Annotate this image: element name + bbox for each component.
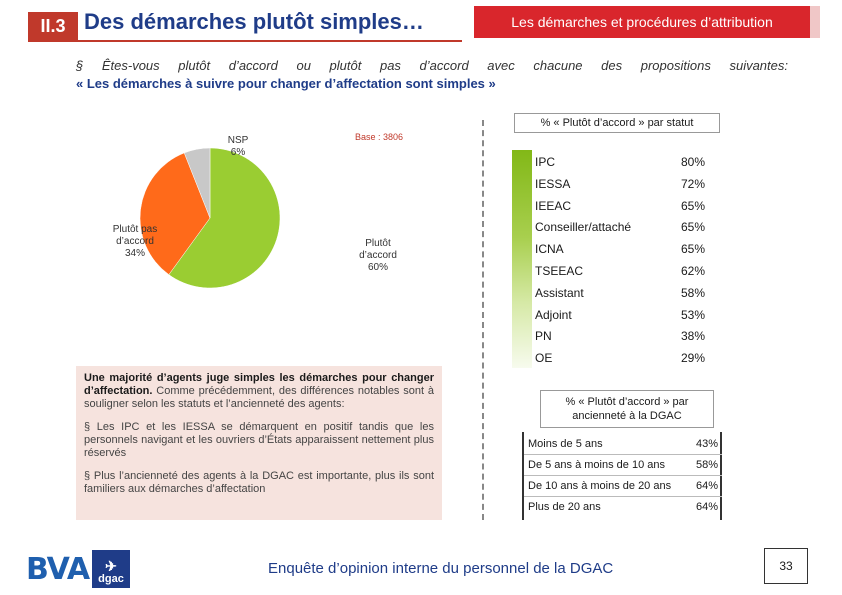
status-value: 58% (680, 285, 705, 300)
seniority-row: Plus de 20 ans 64% (528, 497, 718, 517)
bva-logo: BVA (26, 552, 90, 587)
comment-bullet-2: § Plus l’ancienneté des agents à la DGAC… (84, 470, 434, 495)
status-value: 53% (680, 307, 705, 322)
seniority-separator (524, 496, 722, 497)
status-name: IEEAC (535, 198, 572, 213)
question-text: § Êtes-vous plutôt d’accord ou plutôt pa… (76, 58, 788, 73)
pie-label-nsp-name: NSP (227, 135, 249, 146)
page-number: 33 (764, 548, 808, 584)
section-tag: Les démarches et procédures d’attributio… (474, 6, 820, 38)
seniority-separator (524, 475, 722, 476)
pie-label-agree: Plutôt d’accord 60% (350, 238, 406, 274)
status-name: Adjoint (535, 307, 572, 322)
status-gradient-bar (512, 150, 532, 368)
status-value: 65% (680, 198, 705, 213)
plane-icon: ✈ (105, 558, 117, 574)
status-name: Assistant (535, 285, 584, 300)
section-number: II.3 (28, 12, 78, 40)
seniority-table-title: % « Plutôt d’accord » par ancienneté à l… (540, 390, 714, 428)
status-value: 65% (680, 242, 705, 257)
pie-slice-agree (168, 147, 280, 289)
status-row: TSEEAC 62% (535, 260, 705, 282)
comment-bullet-1: § Les IPC et les IESSA se démarquent en … (84, 421, 434, 459)
status-name: PN (535, 329, 552, 344)
dgac-logo-text: dgac (98, 573, 124, 585)
pie-label-agree-value: 60% (367, 262, 388, 273)
seniority-name: De 5 ans à moins de 10 ans (528, 459, 665, 471)
status-row: IEEAC 65% (535, 195, 705, 217)
status-row: PN 38% (535, 325, 705, 347)
seniority-separator (524, 454, 722, 455)
status-value: 29% (680, 351, 705, 366)
seniority-row: Moins de 5 ans 43% (528, 434, 718, 454)
seniority-value: 43% (695, 438, 718, 450)
seniority-value: 64% (695, 480, 718, 492)
seniority-value: 64% (695, 501, 718, 513)
status-row: IPC 80% (535, 151, 705, 173)
status-name: IESSA (535, 176, 571, 191)
seniority-row: De 10 ans à moins de 20 ans 64% (528, 476, 718, 496)
pie-chart (140, 147, 280, 289)
pie-label-disagree-name: Plutôt pas d’accord (112, 224, 158, 247)
seniority-row: De 5 ans à moins de 10 ans 58% (528, 455, 718, 475)
comment-lead-rest: Comme précédemment, des différences nota… (84, 385, 434, 410)
seniority-table (522, 432, 722, 520)
page-title: Des démarches plutôt simples… (84, 9, 424, 34)
divider (482, 120, 484, 520)
footer-survey-title: Enquête d’opinion interne du personnel d… (268, 560, 614, 577)
status-row: Assistant 58% (535, 282, 705, 304)
status-row: ICNA 65% (535, 238, 705, 260)
status-row: IESSA 72% (535, 173, 705, 195)
pie-label-disagree: Plutôt pas d’accord 34% (100, 224, 170, 260)
status-value: 62% (680, 264, 705, 278)
status-value: 65% (680, 220, 705, 235)
status-name: IPC (535, 155, 556, 169)
pie-label-agree-name: Plutôt d’accord (359, 238, 397, 261)
seniority-name: Moins de 5 ans (528, 438, 603, 450)
status-row: OE 29% (535, 347, 705, 369)
status-name: Conseiller/attaché (535, 220, 632, 235)
status-name: ICNA (535, 242, 564, 257)
pie-label-nsp: NSP 6% (218, 135, 258, 159)
pie-label-nsp-value: 6% (230, 147, 246, 158)
status-value: 72% (680, 176, 705, 191)
status-row: Conseiller/attaché 65% (535, 216, 705, 238)
dgac-logo: ✈ dgac (92, 550, 130, 588)
status-table-title: % « Plutôt d’accord » par statut (514, 113, 720, 133)
status-row: Adjoint 53% (535, 304, 705, 326)
status-name: TSEEAC (535, 264, 584, 278)
status-value: 80% (680, 155, 705, 169)
comment-lead-bold: Une majorité d’agents juge simples les d… (84, 372, 434, 397)
seniority-name: Plus de 20 ans (528, 501, 601, 513)
header-rule (28, 40, 462, 42)
status-value: 38% (680, 329, 705, 344)
proposition-text: « Les démarches à suivre pour changer d’… (76, 76, 496, 91)
status-name: OE (535, 351, 553, 366)
seniority-value: 58% (695, 459, 718, 471)
pie-slice-nsp (183, 147, 211, 219)
pie-label-disagree-value: 34% (124, 248, 145, 259)
comment-box: Une majorité d’agents juge simples les d… (76, 366, 442, 520)
comment-lead: Une majorité d’agents juge simples les d… (84, 372, 434, 411)
base-count: Base : 3806 (355, 132, 404, 142)
pie-slice-disagree (140, 152, 211, 275)
seniority-name: De 10 ans à moins de 20 ans (528, 480, 672, 492)
